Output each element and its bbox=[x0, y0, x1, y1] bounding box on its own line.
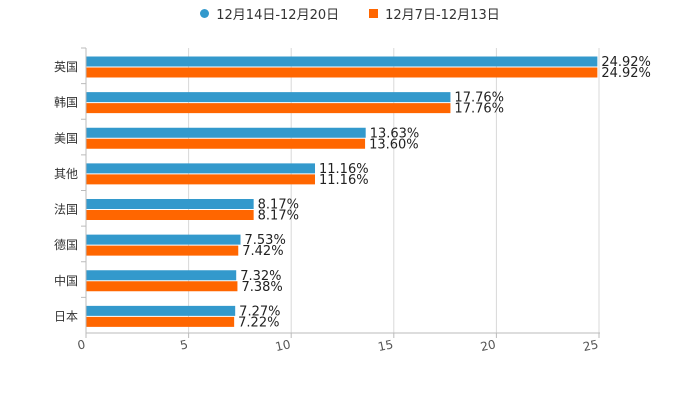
bar-s1-0 bbox=[86, 56, 598, 67]
category-label-3: 其他 bbox=[54, 167, 78, 181]
value-label-s1-7: 7.27% bbox=[239, 304, 280, 319]
value-label-s1-2: 13.63% bbox=[370, 126, 420, 141]
x-tick-label-4: 20 bbox=[479, 337, 497, 354]
value-label-s2-5: 7.42% bbox=[242, 244, 283, 259]
legend-dot-icon bbox=[200, 8, 210, 18]
x-tick-label-5: 25 bbox=[582, 337, 600, 354]
bar-s1-2 bbox=[86, 127, 366, 138]
x-tick-label-3: 15 bbox=[377, 337, 395, 354]
value-label-s1-6: 7.32% bbox=[240, 269, 281, 284]
category-label-6: 中国 bbox=[54, 273, 78, 288]
bar-s2-6 bbox=[86, 281, 238, 292]
bar-s2-2 bbox=[86, 138, 366, 149]
bar-s2-5 bbox=[86, 245, 239, 256]
bar-s1-6 bbox=[86, 270, 237, 281]
legend-item-series-2[interactable]: 12月7日-12月13日 bbox=[369, 4, 500, 23]
legend-label-series-1: 12月14日-12月20日 bbox=[216, 7, 340, 23]
legend: 12月14日-12月20日 12月7日-12月13日 bbox=[0, 3, 700, 23]
value-label-s1-4: 8.17% bbox=[258, 198, 299, 213]
bar-s2-7 bbox=[86, 316, 235, 327]
value-label-s2-0: 24.92% bbox=[601, 66, 651, 81]
category-label-5: 德国 bbox=[54, 237, 78, 252]
bar-s1-5 bbox=[86, 234, 241, 245]
category-label-7: 日本 bbox=[54, 309, 78, 323]
bar-s1-4 bbox=[86, 199, 254, 209]
bar-s1-1 bbox=[86, 92, 451, 103]
value-label-s1-5: 7.53% bbox=[245, 233, 286, 248]
bar-s2-4 bbox=[86, 210, 254, 220]
category-label-4: 法国 bbox=[54, 203, 78, 217]
legend-item-series-1[interactable]: 12月14日-12月20日 bbox=[200, 4, 339, 23]
bar-s2-1 bbox=[86, 103, 451, 114]
value-label-s2-1: 17.76% bbox=[454, 102, 504, 117]
legend-label-series-2: 12月7日-12月13日 bbox=[385, 7, 500, 23]
value-label-s2-7: 7.22% bbox=[238, 315, 279, 330]
category-label-0: 英国 bbox=[54, 60, 78, 74]
bar-s2-3 bbox=[86, 174, 316, 185]
x-tick-label-0: 0 bbox=[76, 337, 86, 352]
value-label-s2-3: 11.16% bbox=[319, 173, 369, 188]
x-tick-label-1: 5 bbox=[179, 337, 189, 352]
legend-square-icon bbox=[369, 8, 379, 18]
value-label-s1-3: 11.16% bbox=[319, 162, 369, 177]
bar-s2-0 bbox=[86, 67, 598, 78]
value-label-s2-6: 7.38% bbox=[241, 280, 282, 295]
category-label-2: 美国 bbox=[54, 131, 78, 145]
bar-s1-7 bbox=[86, 305, 236, 316]
bar-s1-3 bbox=[86, 163, 316, 174]
category-label-1: 韩国 bbox=[54, 95, 78, 110]
value-label-s1-0: 24.92% bbox=[601, 55, 651, 70]
value-label-s2-4: 8.17% bbox=[258, 209, 299, 224]
value-label-s2-2: 13.60% bbox=[369, 137, 419, 152]
x-tick-label-2: 10 bbox=[274, 337, 292, 354]
value-label-s1-1: 17.76% bbox=[454, 91, 504, 106]
